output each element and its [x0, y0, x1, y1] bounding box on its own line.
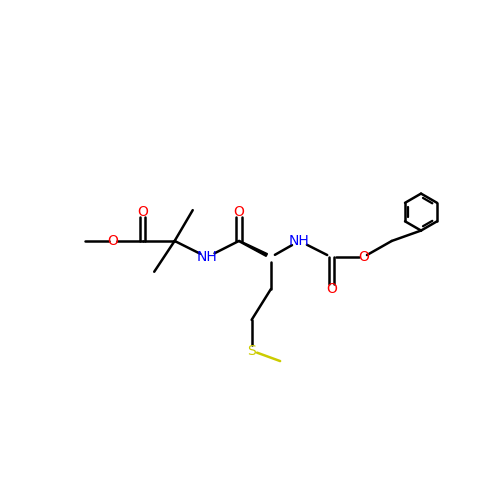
Text: NH: NH [196, 250, 218, 264]
Text: O: O [358, 250, 368, 264]
Text: NH: NH [289, 234, 310, 248]
Polygon shape [238, 240, 268, 256]
Text: O: O [234, 205, 244, 219]
Text: O: O [137, 205, 148, 219]
Text: S: S [248, 344, 256, 357]
Text: O: O [326, 282, 337, 296]
Text: O: O [108, 234, 118, 248]
